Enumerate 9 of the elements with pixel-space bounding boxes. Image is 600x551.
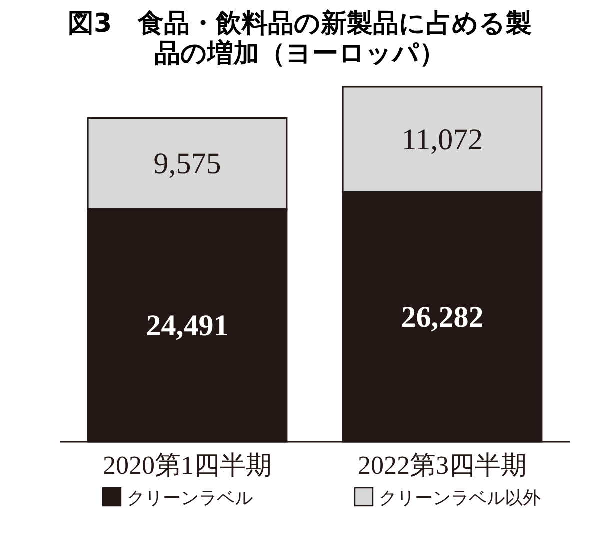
data-label: 9,575 [154, 148, 222, 181]
data-label: 26,282 [401, 301, 484, 334]
data-label: 24,491 [146, 310, 229, 343]
legend-label: クリーンラベル [127, 488, 253, 509]
data-label: 11,072 [402, 124, 484, 157]
legend-label: クリーンラベル以外 [379, 488, 541, 509]
x-tick-label: 2022第3四半期 [358, 451, 527, 480]
x-tick-label: 2020第1四半期 [103, 451, 272, 480]
title: 図3 食品・飲料品の新製品に占める製品の増加（ヨーロッパ） [68, 9, 532, 69]
